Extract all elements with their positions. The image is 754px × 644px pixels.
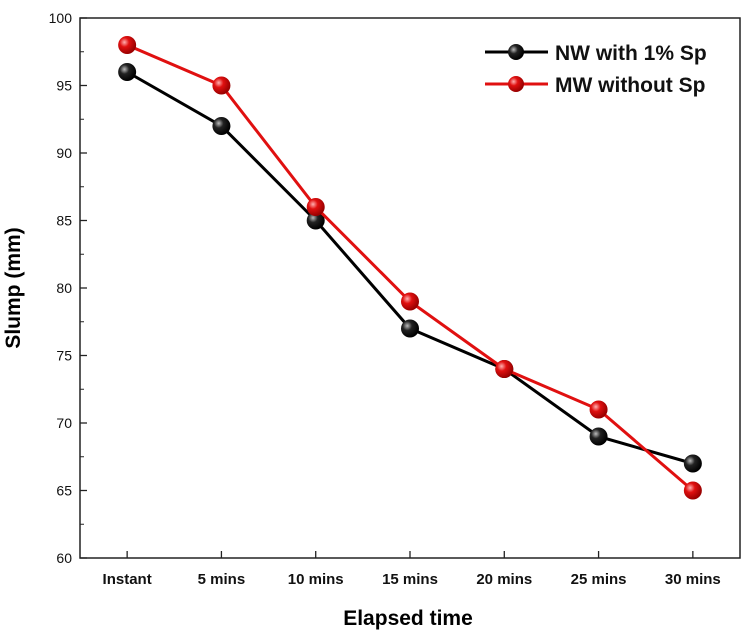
y-tick-label: 60	[56, 550, 72, 566]
series-nw-with-sp	[118, 63, 702, 473]
legend: NW with 1% Sp MW without Sp	[485, 42, 707, 97]
data-point	[306, 211, 325, 230]
series-line	[126, 70, 694, 465]
x-tick-label: 30 mins	[665, 571, 721, 588]
data-point	[212, 76, 231, 95]
y-tick-label: 95	[56, 78, 72, 94]
x-tick-label: 15 mins	[382, 571, 438, 588]
data-point	[589, 427, 608, 446]
series-line	[126, 43, 694, 492]
series-mw-without-sp	[118, 36, 702, 500]
legend-label: MW without Sp	[555, 74, 705, 97]
x-tick-label: 5 mins	[198, 571, 246, 588]
data-point	[306, 198, 325, 216]
x-tick-label: 20 mins	[476, 571, 532, 588]
legend-label: NW with 1% Sp	[555, 42, 707, 65]
data-point	[683, 481, 702, 500]
data-point	[118, 36, 137, 54]
y-tick-label: 70	[56, 415, 72, 431]
data-point	[212, 117, 231, 135]
y-tick-label: 85	[56, 213, 72, 229]
legend-marker	[508, 76, 524, 92]
y-tick-label: 65	[56, 483, 72, 499]
y-axis-label: Slump (mm)	[2, 227, 25, 348]
data-point	[683, 454, 702, 473]
data-point	[401, 292, 419, 311]
data-point	[118, 63, 137, 81]
y-tick-label: 100	[49, 10, 73, 26]
y-tick-label: 90	[56, 145, 72, 161]
x-axis-label: Elapsed time	[343, 607, 473, 630]
data-point	[589, 400, 608, 419]
x-tick-label: 25 mins	[571, 571, 627, 588]
x-tick-label: Instant	[103, 571, 152, 588]
x-tick-label: 10 mins	[288, 571, 344, 588]
y-tick-label: 80	[56, 280, 72, 296]
y-tick-label: 75	[56, 348, 72, 364]
legend-marker	[508, 44, 524, 60]
data-point	[495, 360, 514, 378]
plot-frame	[79, 17, 741, 559]
data-point	[401, 319, 419, 338]
